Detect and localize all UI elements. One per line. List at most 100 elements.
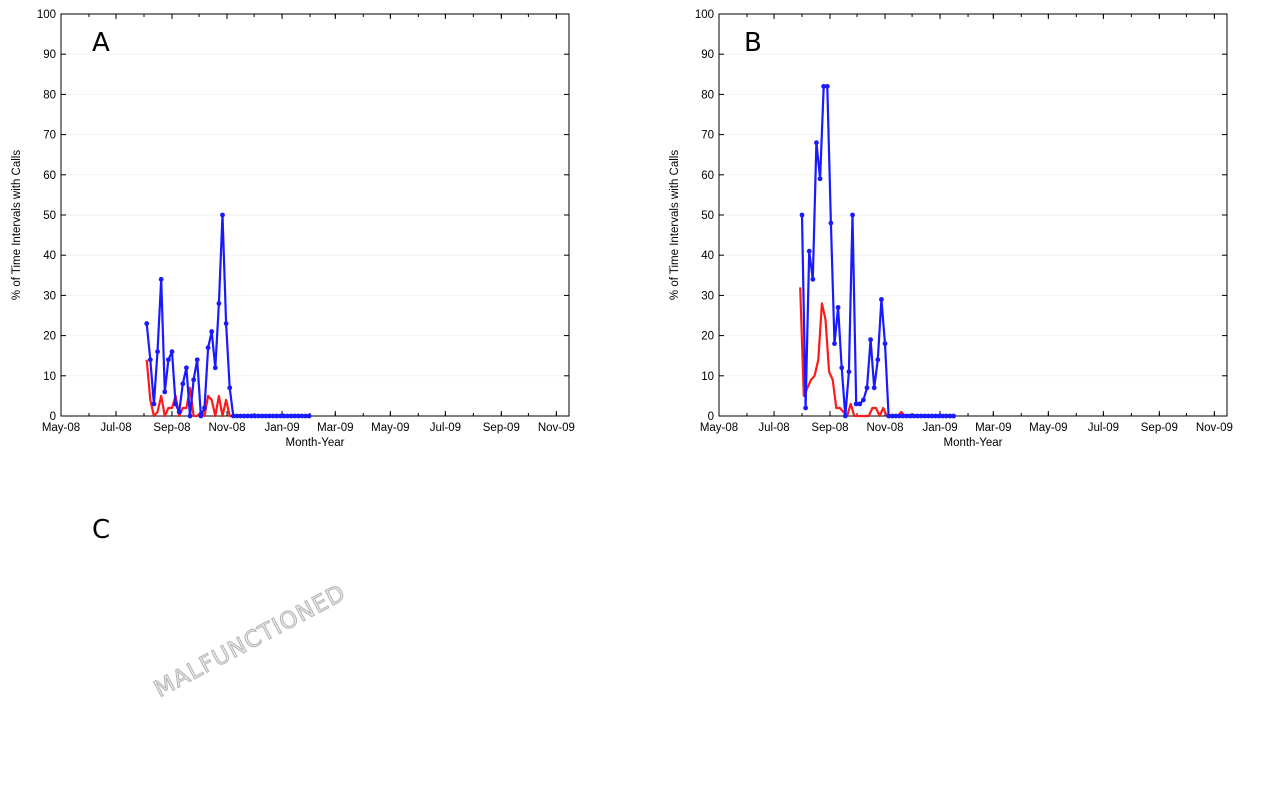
x-tick-label: Sep-09: [483, 422, 520, 434]
data-point: [230, 413, 236, 419]
y-tick-label: 50: [701, 210, 714, 222]
data-point: [205, 345, 211, 351]
panel-letter: B: [744, 28, 762, 58]
data-point: [191, 377, 197, 383]
data-point: [828, 220, 834, 226]
x-tick-label: Nov-09: [1196, 422, 1233, 434]
data-point: [929, 413, 935, 419]
data-point: [238, 413, 243, 419]
data-point: [871, 385, 877, 391]
data-point: [274, 413, 280, 419]
data-point: [263, 413, 269, 419]
data-point: [165, 357, 171, 363]
data-point: [925, 413, 931, 419]
y-axis-label: % of Time Intervals with Calls: [11, 150, 23, 300]
y-tick-label: 20: [43, 331, 56, 343]
panel-letter: A: [92, 28, 110, 58]
x-axis-label: Month-Year: [285, 437, 344, 449]
data-point: [803, 405, 809, 411]
chart-panel-a: 0 10 20 30 40 50 60 70 80 90 100 May-08 Jul-08 Sep-08…: [11, 9, 575, 449]
data-point: [288, 413, 294, 419]
panel-letter-c: C: [92, 515, 110, 545]
data-point: [144, 321, 150, 326]
data-point: [202, 405, 207, 411]
x-tick-label: Jul-08: [100, 422, 131, 434]
data-point: [850, 212, 855, 218]
y-tick-label: 70: [701, 130, 714, 142]
data-point: [241, 413, 247, 419]
data-point: [900, 413, 906, 419]
series-line: [800, 85, 954, 418]
data-point: [194, 357, 200, 363]
data-point: [839, 365, 845, 371]
series-line: [799, 287, 952, 418]
data-point: [223, 321, 229, 326]
data-point: [176, 409, 182, 415]
y-tick-label: 10: [701, 371, 714, 383]
data-point: [886, 413, 892, 419]
x-tick-label: Jul-09: [430, 422, 461, 434]
data-point: [922, 413, 928, 419]
y-tick-label: 0: [708, 411, 714, 423]
x-tick-label: Sep-08: [811, 422, 848, 434]
y-tick-label: 10: [43, 371, 56, 383]
data-point: [173, 401, 178, 407]
data-point: [169, 349, 175, 355]
x-tick-label: Jan-09: [922, 422, 957, 434]
x-tick-label: May-09: [371, 422, 409, 434]
data-point: [281, 413, 287, 419]
y-axis-label: % of Time Intervals with Calls: [669, 150, 681, 300]
data-point: [180, 381, 186, 387]
y-tick-label: 80: [43, 89, 56, 101]
data-point: [799, 212, 805, 218]
x-tick-label: Jul-08: [758, 422, 789, 434]
data-point: [814, 140, 819, 146]
y-tick-label: 20: [701, 331, 714, 343]
y-tick-label: 40: [701, 250, 714, 262]
data-point: [918, 413, 924, 419]
data-point: [267, 413, 272, 419]
data-point: [897, 413, 902, 419]
data-point: [155, 349, 160, 355]
x-tick-label: Sep-08: [153, 422, 190, 434]
x-tick-label: Nov-08: [208, 422, 245, 434]
data-point: [810, 276, 816, 282]
data-point: [860, 397, 866, 403]
data-point: [292, 413, 298, 419]
x-tick-label: Mar-09: [317, 422, 353, 434]
data-point: [915, 413, 920, 419]
chart-panel-b: 0 10 20 30 40 50 60 70 80 90 100 May-08 Jul-08 Sep-08…: [669, 9, 1233, 449]
data-point: [295, 413, 301, 419]
x-axis-label: Month-Year: [943, 437, 1002, 449]
y-tick-label: 80: [701, 89, 714, 101]
x-tick-label: Mar-09: [975, 422, 1011, 434]
data-point: [864, 385, 870, 391]
data-point: [879, 297, 884, 302]
data-point: [299, 413, 305, 419]
data-point: [868, 337, 873, 343]
data-point: [911, 413, 917, 419]
y-tick-label: 60: [701, 170, 714, 182]
data-point: [943, 413, 949, 419]
data-point: [817, 176, 823, 182]
data-point: [889, 413, 895, 419]
data-point: [248, 413, 254, 419]
x-tick-label: Jul-09: [1088, 422, 1119, 434]
data-point: [947, 413, 953, 419]
data-point: [277, 413, 283, 419]
x-tick-label: May-08: [42, 422, 80, 434]
data-point: [162, 389, 168, 395]
data-point: [227, 385, 233, 391]
data-point: [158, 276, 164, 282]
data-point: [904, 413, 910, 419]
data-point: [857, 401, 863, 407]
data-point: [184, 365, 189, 371]
data-point: [303, 413, 308, 419]
x-tick-label: May-08: [700, 422, 738, 434]
data-point: [882, 341, 888, 347]
data-point: [951, 413, 957, 419]
x-tick-label: Jan-09: [264, 422, 299, 434]
data-point: [209, 329, 215, 334]
data-point: [245, 413, 251, 419]
data-point: [875, 357, 881, 363]
